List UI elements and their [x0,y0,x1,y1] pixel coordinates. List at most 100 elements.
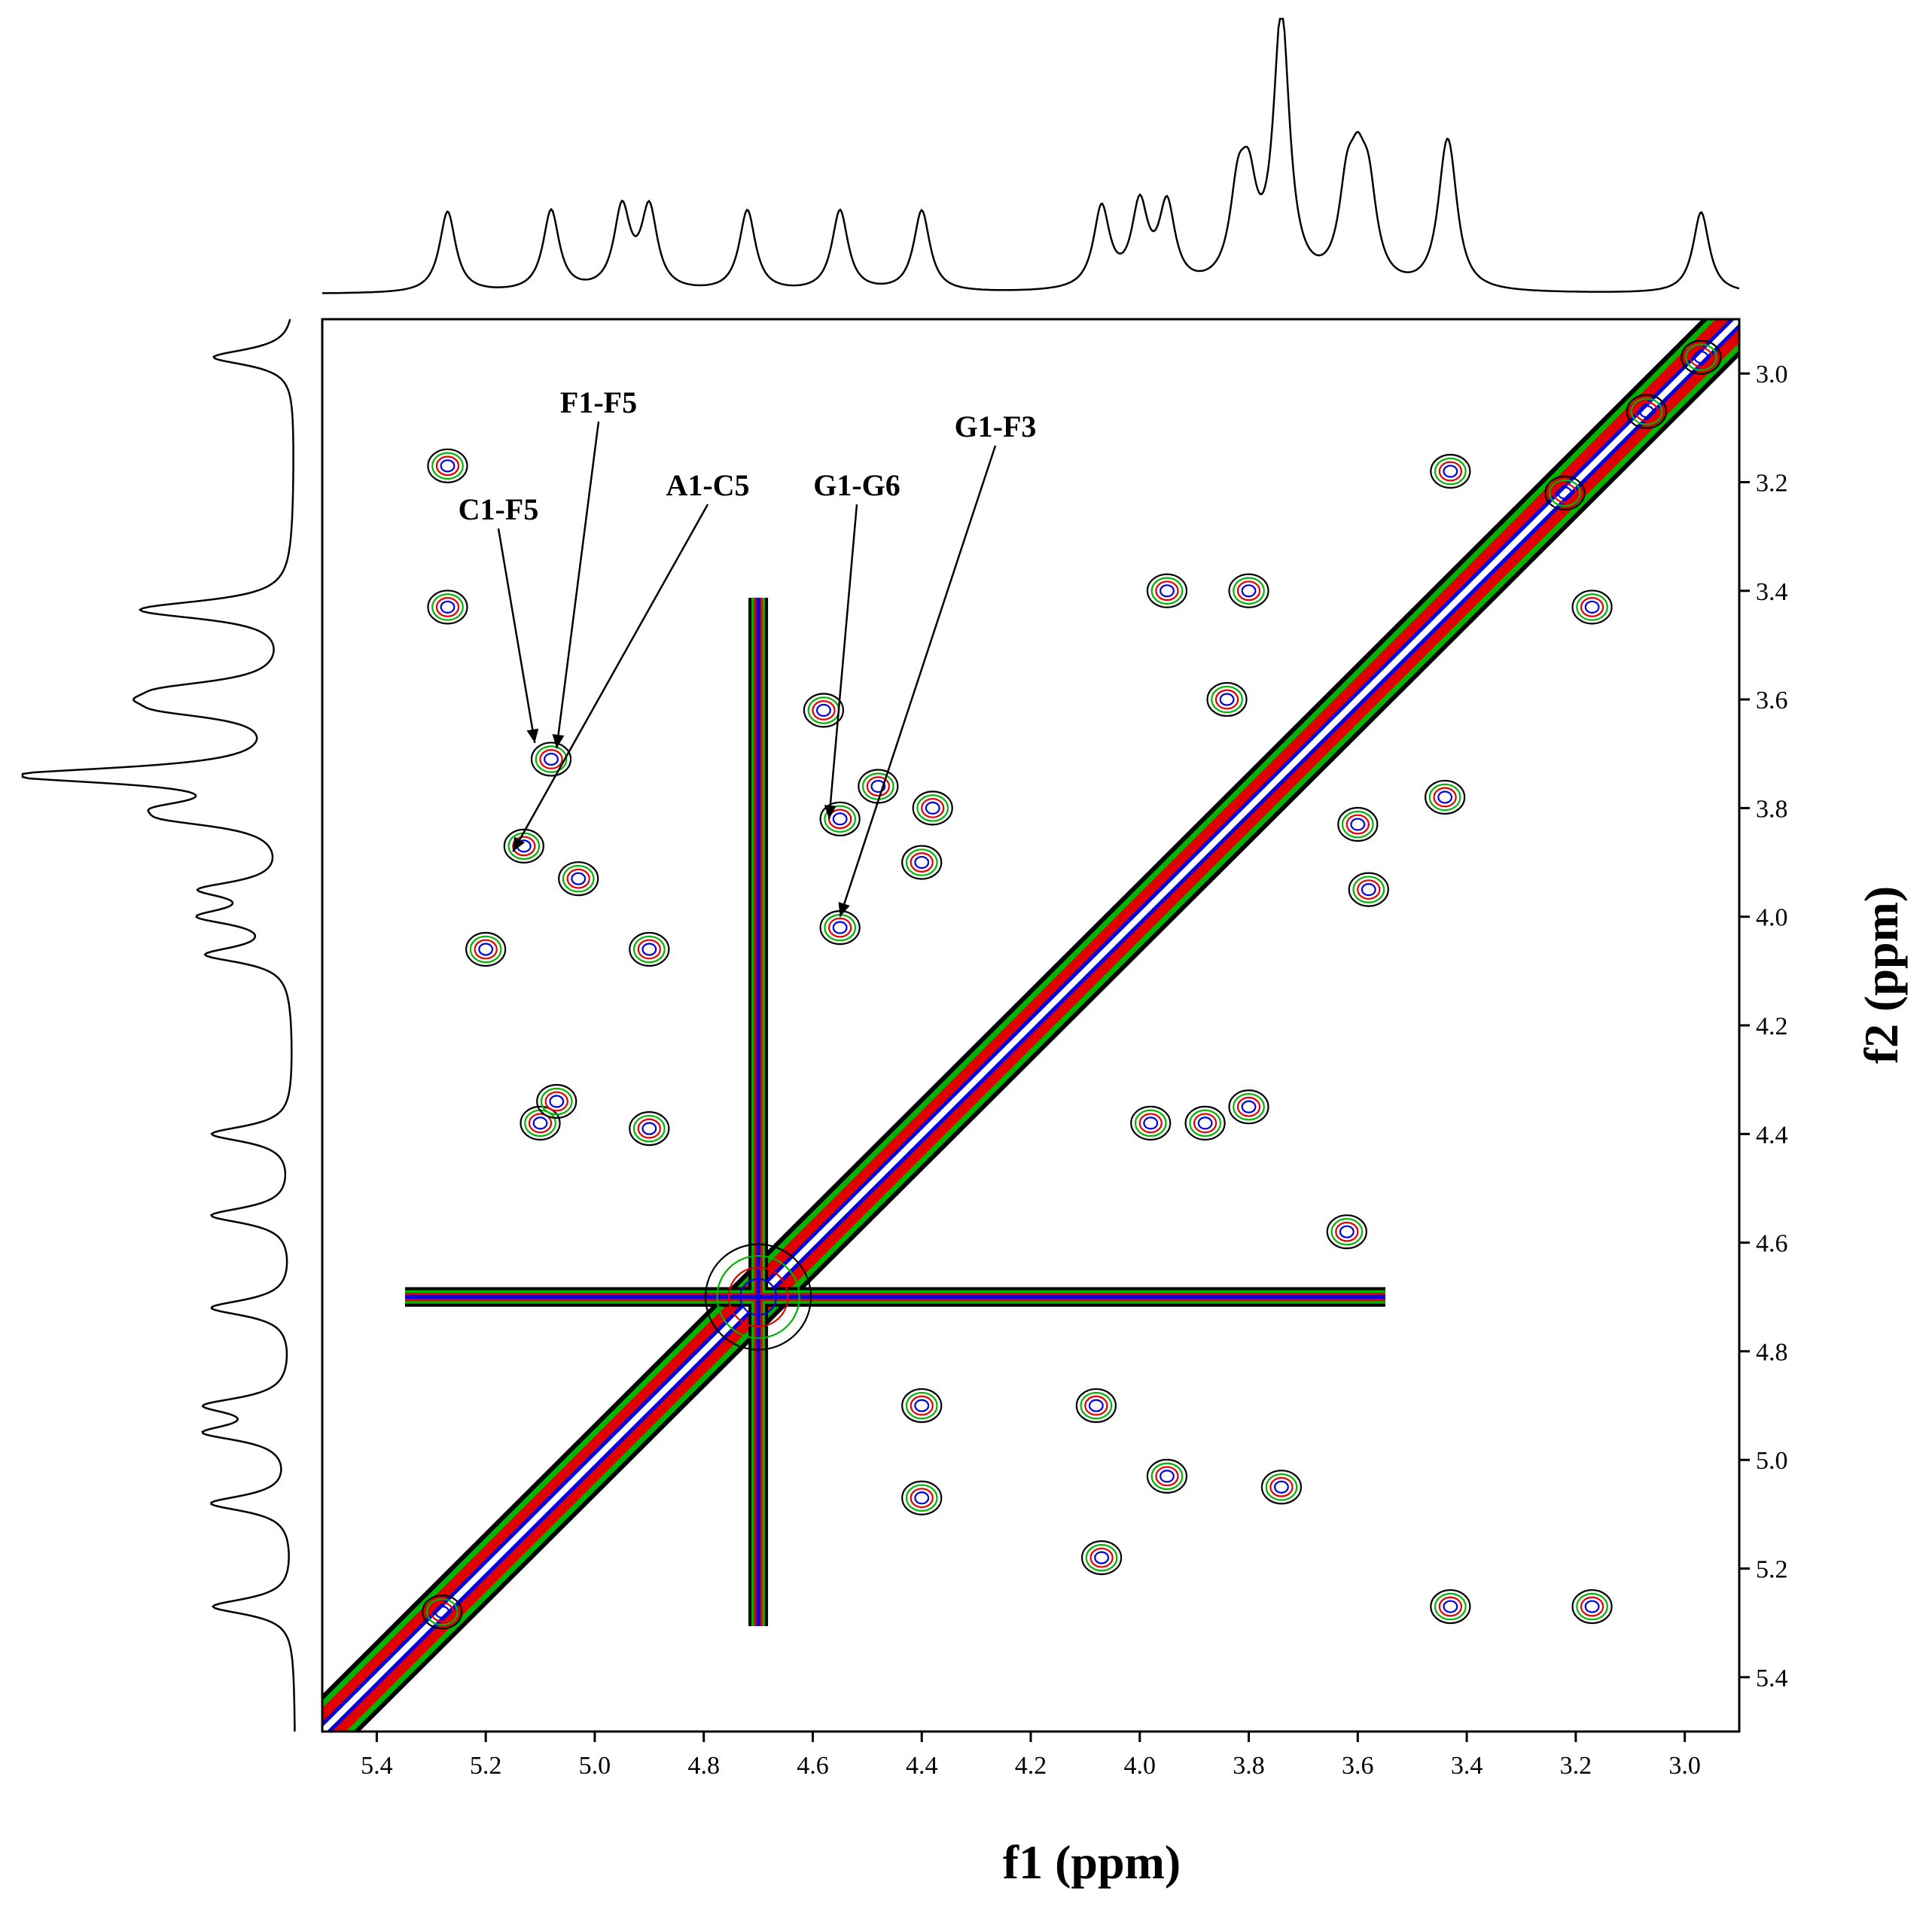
cross-peak [1438,461,1463,482]
cross-peak [921,797,945,818]
cross-peak [858,769,899,804]
cross-peak [1339,1225,1355,1238]
y-tick-label: 4.8 [1756,1339,1788,1366]
x-tick-label: 4.0 [1124,1752,1156,1780]
cross-peak [1345,814,1370,835]
cross-peak [1219,693,1235,706]
y-tick-label: 3.2 [1756,469,1788,497]
cross-peak [512,836,536,857]
cross-peak [530,742,572,777]
cross-peak [1557,486,1573,500]
cross-peak [558,861,599,897]
cross-peak [1626,394,1668,429]
x-axis-ticks: 5.4 5.2 5.0 4.8 4.6 4.4 4.2 4.0 3.8 3.6 3.4 3.2 3.0 [361,1732,1701,1780]
annotation-arrowhead [513,836,526,852]
cross-peak [474,939,498,960]
x-tick-label: 4.8 [687,1752,720,1780]
annotation-leader [556,421,600,749]
cross-peak [641,943,657,956]
cross-peak [562,864,595,893]
cross-peak [1228,573,1269,608]
cross-peak [1430,453,1471,489]
cross-peak [1689,347,1713,367]
cross-peak [1635,401,1659,422]
cross-peak [440,459,456,473]
cross-peak [832,812,848,826]
cross-peak [435,455,460,477]
cross-peak [1160,1470,1175,1483]
annotation-label: F1-F5 [560,385,637,419]
cross-peak [435,596,460,617]
cross-peak [1630,397,1663,425]
cross-peak [1330,1217,1364,1246]
cross-peak [637,1118,661,1139]
left-projection-trace [21,318,296,1732]
cross-peak [540,1087,573,1116]
cross-peak [503,828,544,864]
cross-peak [905,1484,938,1512]
cross-peak [1094,1551,1110,1564]
y-tick-label: 5.4 [1756,1665,1788,1692]
cross-peak [914,1399,930,1412]
x-tick-label: 4.2 [1015,1752,1047,1780]
cross-peak [425,1598,459,1626]
cross-peak [1130,1105,1172,1141]
cross-peak [1434,457,1467,486]
cross-peak [1088,1399,1104,1412]
cross-peak [1155,1466,1179,1487]
cross-peak [1211,685,1243,714]
x-tick-label: 3.6 [1342,1752,1374,1780]
cross-peak [901,1387,943,1424]
cross-peak [1571,589,1613,625]
cross-peak [1184,1105,1226,1141]
cross-peak [465,931,507,967]
cross-peak [629,1110,670,1147]
cross-peak [1438,1596,1463,1617]
x-tick-label: 3.2 [1560,1752,1592,1780]
cross-peak [544,1091,568,1112]
cross-peak [1146,1458,1188,1494]
x-tick-label: 3.0 [1668,1752,1701,1780]
cross-peak [1681,340,1722,375]
cross-peak [632,1114,666,1143]
cross-peak [478,943,494,956]
x-tick-label: 4.4 [906,1752,938,1780]
cross-peak [1085,1543,1118,1572]
cross-peak [910,852,934,873]
cross-peak [812,700,836,720]
cross-peak [1214,689,1239,710]
annotation-leader [839,445,997,918]
cross-peak [535,745,568,773]
cross-peak [914,1491,930,1505]
cross-peak [870,779,886,793]
cross-peak [539,749,563,769]
cross-peak [925,801,940,815]
cross-peak [910,1488,934,1509]
cross-peak [1335,1221,1359,1242]
cross-peak [536,1083,577,1119]
x-axis-title: f1 (ppm) [1003,1835,1181,1889]
cross-peak [1425,779,1466,815]
cross-peak [1576,1592,1608,1621]
cross-peak [1684,343,1717,371]
cross-peak [1553,483,1577,504]
cross-peak [1337,806,1379,842]
cross-peak [427,589,468,625]
y-axis-title: f2 (ppm) [1854,886,1908,1064]
cross-peak [629,931,670,967]
cross-peak [1580,596,1604,617]
cross-peak [1228,1089,1269,1125]
x-tick-label: 3.4 [1451,1752,1483,1780]
y-tick-label: 4.0 [1756,904,1788,932]
cross-peak [431,593,464,621]
cross-peak [632,935,666,964]
cross-peak [905,848,938,876]
left-1d-projection [21,318,296,1732]
cross-peak [1584,1600,1600,1613]
cross-peak [1150,577,1184,605]
y-tick-label: 3.6 [1756,687,1788,714]
cross-peak [1352,876,1385,903]
cross-peak [637,939,661,960]
cross-peak [803,693,845,728]
annotation-label: C1-F5 [459,492,539,526]
